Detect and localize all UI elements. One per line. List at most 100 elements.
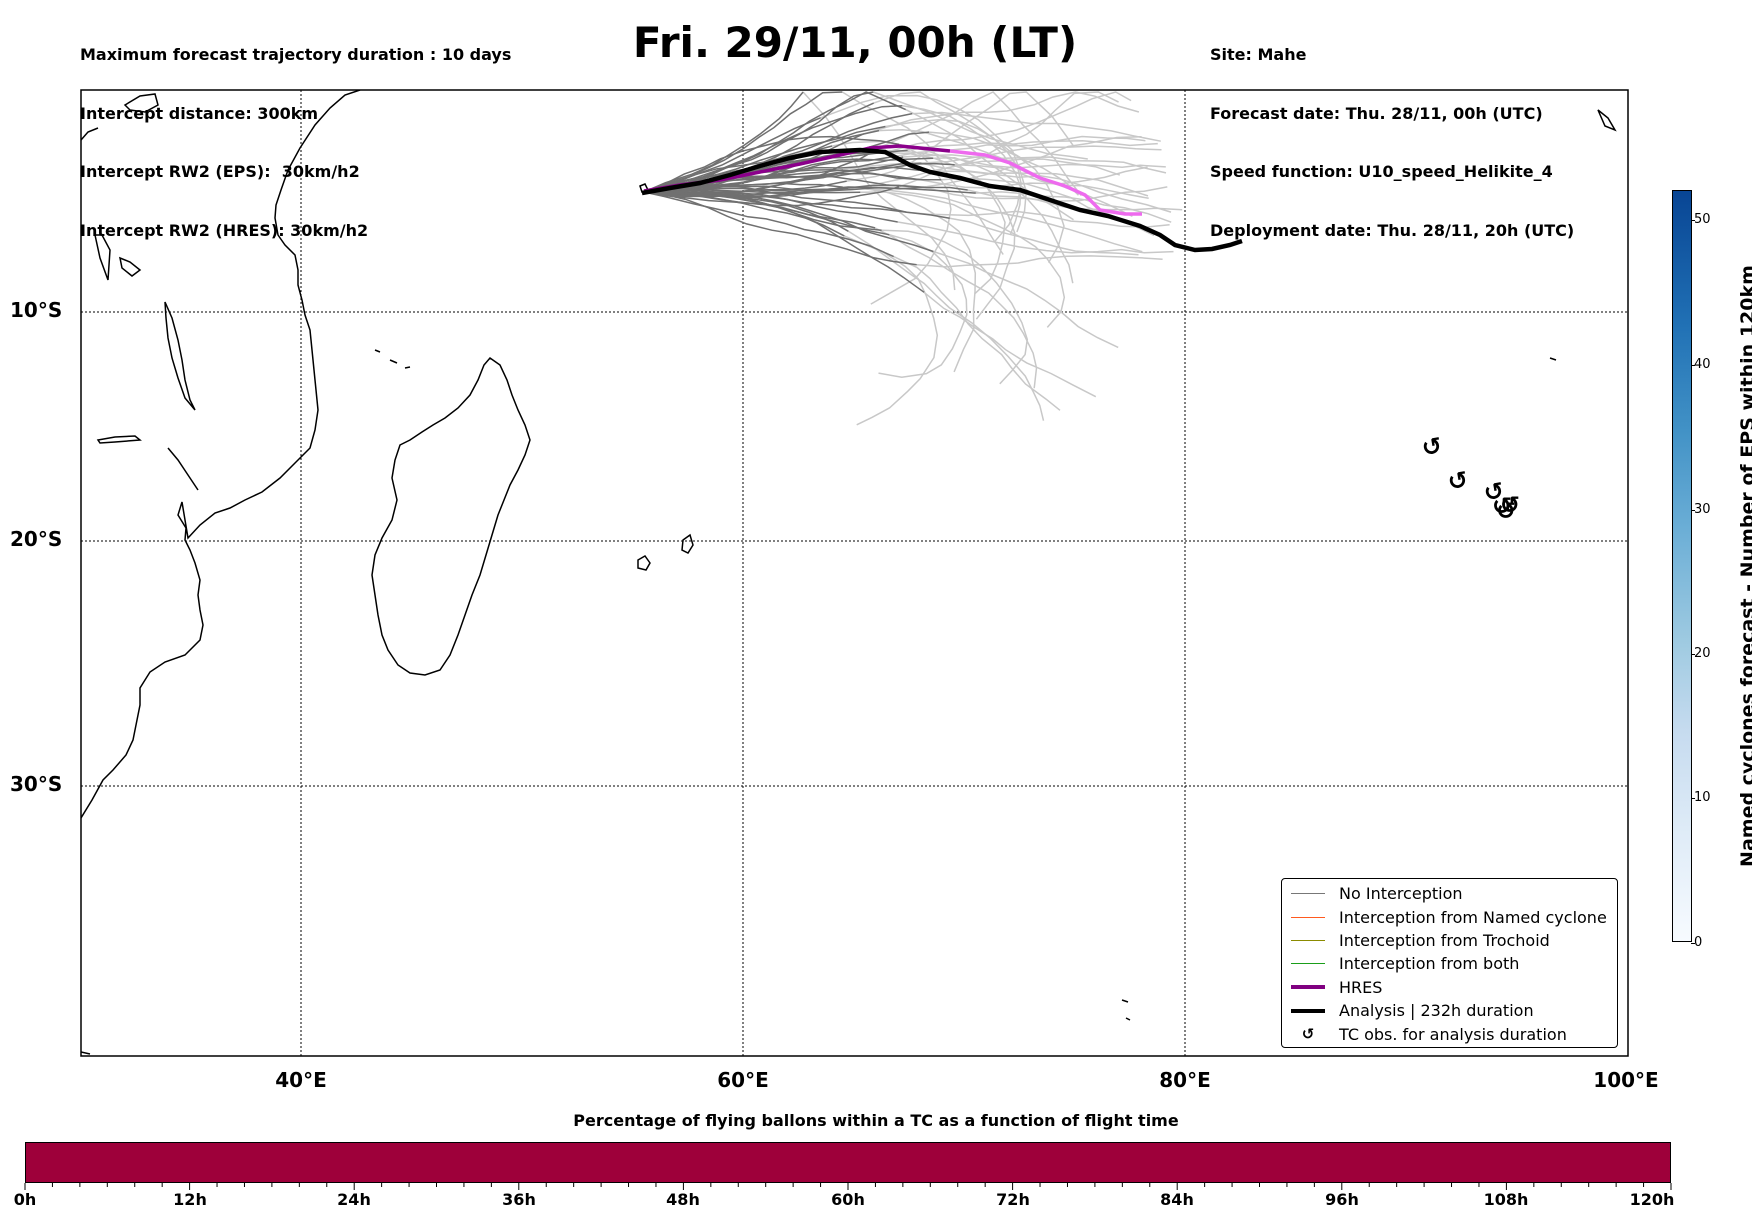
legend-swatch xyxy=(1291,916,1325,918)
ensemble-track-late xyxy=(918,166,1148,189)
info-site: Site: Mahe xyxy=(1210,45,1307,64)
cyclone-icon: ↺ xyxy=(1482,476,1507,507)
ensemble-track-late xyxy=(873,91,1080,196)
cyclone-icon: ↺ xyxy=(1492,492,1512,520)
legend-item-named-cyclone: Interception from Named cyclone xyxy=(1282,905,1617,928)
legend-item-tc-obs: ↺ TC obs. for analysis duration xyxy=(1282,1022,1617,1045)
east-islands xyxy=(1121,109,1617,1021)
coast-inlet-2 xyxy=(167,447,199,491)
legend-label: HRES xyxy=(1339,977,1383,997)
info-forecast-date: Forecast date: Thu. 28/11, 00h (UTC) xyxy=(1210,103,1543,123)
bottom-tick-label: 60h xyxy=(831,1190,865,1209)
run-info-right: Site: Mahe Forecast date: Thu. 28/11, 00… xyxy=(1210,6,1574,260)
bottom-tick-label: 12h xyxy=(173,1190,207,1209)
ensemble-track-late xyxy=(860,191,1066,328)
ensemble-track-early xyxy=(643,105,903,193)
graticule xyxy=(81,90,1628,1056)
legend-swatch xyxy=(1291,893,1325,895)
ensemble-track-late xyxy=(874,227,1038,389)
bottom-tick-label: 108h xyxy=(1483,1190,1529,1209)
ensemble-track-late xyxy=(846,91,1075,182)
ensemble-track-late xyxy=(893,255,1061,411)
ensemble-track-late xyxy=(844,235,939,426)
legend-swatch xyxy=(1291,939,1325,941)
bottom-tick-label: 0h xyxy=(13,1190,37,1209)
ensemble-track-late xyxy=(881,229,1029,385)
mozambique-island-2 xyxy=(118,256,142,277)
bottom-tick-label: 84h xyxy=(1160,1190,1194,1209)
ensemble-track-late xyxy=(903,154,1167,174)
analysis-track xyxy=(641,147,1243,253)
coast-inlet xyxy=(96,435,142,444)
legend-item-no-interception: No Interception xyxy=(1282,882,1617,905)
ensemble-late-tracks xyxy=(802,91,1183,426)
legend-swatch xyxy=(1291,963,1325,965)
legend-item-analysis: Analysis | 232h duration xyxy=(1282,999,1617,1022)
south-cape-coast xyxy=(81,1051,91,1055)
map-frame xyxy=(80,89,1629,1057)
comoros-islands xyxy=(374,349,411,369)
ensemble-track-late xyxy=(929,131,1065,263)
ensemble-track-late xyxy=(906,210,1170,228)
lon-label-60e: 60°E xyxy=(717,1068,769,1092)
legend-label: No Interception xyxy=(1339,884,1463,904)
cyclone-icon: ↺ xyxy=(1301,1025,1315,1044)
ensemble-track-early xyxy=(643,191,925,293)
tanzania-island xyxy=(164,301,196,411)
info-deployment-date: Deployment date: Thu. 28/11, 20h (UTC) xyxy=(1210,220,1575,240)
ensemble-track-early xyxy=(643,135,900,193)
ensemble-track-early xyxy=(643,185,976,194)
colorbar-tick: 10 xyxy=(1691,790,1711,805)
ensemble-track-early xyxy=(643,91,804,193)
ensemble-track-late xyxy=(923,291,1097,398)
ensemble-track-early xyxy=(643,145,884,197)
bottom-tick-label: 120h xyxy=(1629,1190,1675,1209)
legend-item-hres: HRES xyxy=(1282,976,1617,999)
bottom-tick-label: 24h xyxy=(337,1190,371,1209)
ensemble-track-early xyxy=(643,191,895,258)
ensemble-track-early xyxy=(643,187,861,194)
ensemble-track-late xyxy=(897,221,1174,254)
hres-track-late xyxy=(949,149,1142,216)
bottom-tick-label: 36h xyxy=(502,1190,536,1209)
lat-label-30s: 30°S xyxy=(10,772,63,796)
ensemble-track-late xyxy=(902,105,1022,243)
colorbar-tick: 40 xyxy=(1691,357,1711,372)
legend-label: Interception from both xyxy=(1339,954,1520,974)
bottom-tick-label: 72h xyxy=(996,1190,1030,1209)
bottom-colorbar xyxy=(25,1142,1671,1183)
tc-observations: ↺ ↺ ↺ ↺ ↺ ↺ xyxy=(1420,431,1521,525)
legend-item-trochoid: Interception from Trochoid xyxy=(1282,929,1617,952)
ensemble-track-early xyxy=(643,91,843,193)
lon-label-80e: 80°E xyxy=(1159,1068,1211,1092)
ensemble-track-late xyxy=(848,230,1045,421)
legend-label: Interception from Named cyclone xyxy=(1339,907,1607,927)
page-title: Fri. 29/11, 00h (LT) xyxy=(632,18,1078,67)
mozambique-island xyxy=(94,234,111,281)
colorbar-tick: 0 xyxy=(1690,935,1703,950)
cyclone-icon: ↺ xyxy=(1500,491,1520,519)
legend-swatch xyxy=(1291,985,1325,990)
africa-coastline xyxy=(81,90,361,819)
cyclone-icon: ↺ xyxy=(1446,465,1471,496)
bottom-tick-label: 96h xyxy=(1325,1190,1359,1209)
ensemble-track-early xyxy=(643,168,920,193)
ensemble-track-late xyxy=(863,91,1140,135)
mascarene-reunion xyxy=(637,555,651,571)
cyclone-icon: ↺ xyxy=(1420,431,1445,462)
ensemble-track-late xyxy=(918,169,1172,213)
info-duration: Maximum forecast trajectory duration : 1… xyxy=(80,45,512,64)
bottom-colorbar-title: Percentage of flying ballons within a TC… xyxy=(573,1111,1179,1130)
info-rw2-eps: Intercept RW2 (EPS): 30km/h2 xyxy=(80,162,360,181)
cyclone-icon: ↺ xyxy=(1496,497,1516,525)
ensemble-track-late xyxy=(847,187,1143,253)
madagascar xyxy=(371,356,531,676)
info-intercept-distance: Intercept distance: 300km xyxy=(80,103,319,123)
run-info-left: Maximum forecast trajectory duration : 1… xyxy=(80,6,511,260)
ensemble-track-late xyxy=(882,91,1082,197)
legend-label: Analysis | 232h duration xyxy=(1339,1001,1534,1021)
legend: No Interception Interception from Named … xyxy=(1281,878,1618,1048)
lat-label-20s: 20°S xyxy=(10,527,63,551)
ensemble-track-late xyxy=(907,140,1158,151)
